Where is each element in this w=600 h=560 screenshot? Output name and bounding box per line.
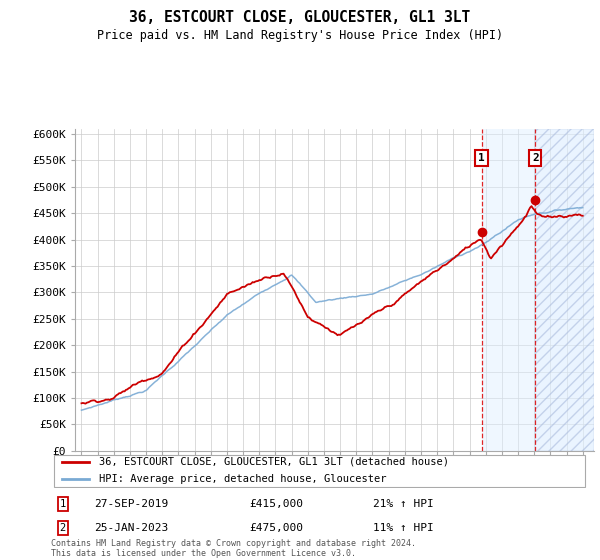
Text: 11% ↑ HPI: 11% ↑ HPI xyxy=(373,523,434,533)
Bar xyxy=(535,129,594,451)
Text: 27-SEP-2019: 27-SEP-2019 xyxy=(94,499,168,509)
Text: 1: 1 xyxy=(478,153,485,163)
Text: 1: 1 xyxy=(59,499,66,509)
Text: £415,000: £415,000 xyxy=(250,499,304,509)
Text: 21% ↑ HPI: 21% ↑ HPI xyxy=(373,499,434,509)
Text: Contains HM Land Registry data © Crown copyright and database right 2024.
This d: Contains HM Land Registry data © Crown c… xyxy=(51,539,416,558)
Text: 36, ESTCOURT CLOSE, GLOUCESTER, GL1 3LT: 36, ESTCOURT CLOSE, GLOUCESTER, GL1 3LT xyxy=(130,10,470,25)
Text: Price paid vs. HM Land Registry's House Price Index (HPI): Price paid vs. HM Land Registry's House … xyxy=(97,29,503,42)
Text: 36, ESTCOURT CLOSE, GLOUCESTER, GL1 3LT (detached house): 36, ESTCOURT CLOSE, GLOUCESTER, GL1 3LT … xyxy=(100,457,449,467)
FancyBboxPatch shape xyxy=(53,455,586,487)
Text: £475,000: £475,000 xyxy=(250,523,304,533)
Text: 25-JAN-2023: 25-JAN-2023 xyxy=(94,523,168,533)
Text: 2: 2 xyxy=(59,523,66,533)
Text: HPI: Average price, detached house, Gloucester: HPI: Average price, detached house, Glou… xyxy=(100,474,387,484)
Bar xyxy=(482,129,535,451)
Text: 2: 2 xyxy=(532,153,539,163)
